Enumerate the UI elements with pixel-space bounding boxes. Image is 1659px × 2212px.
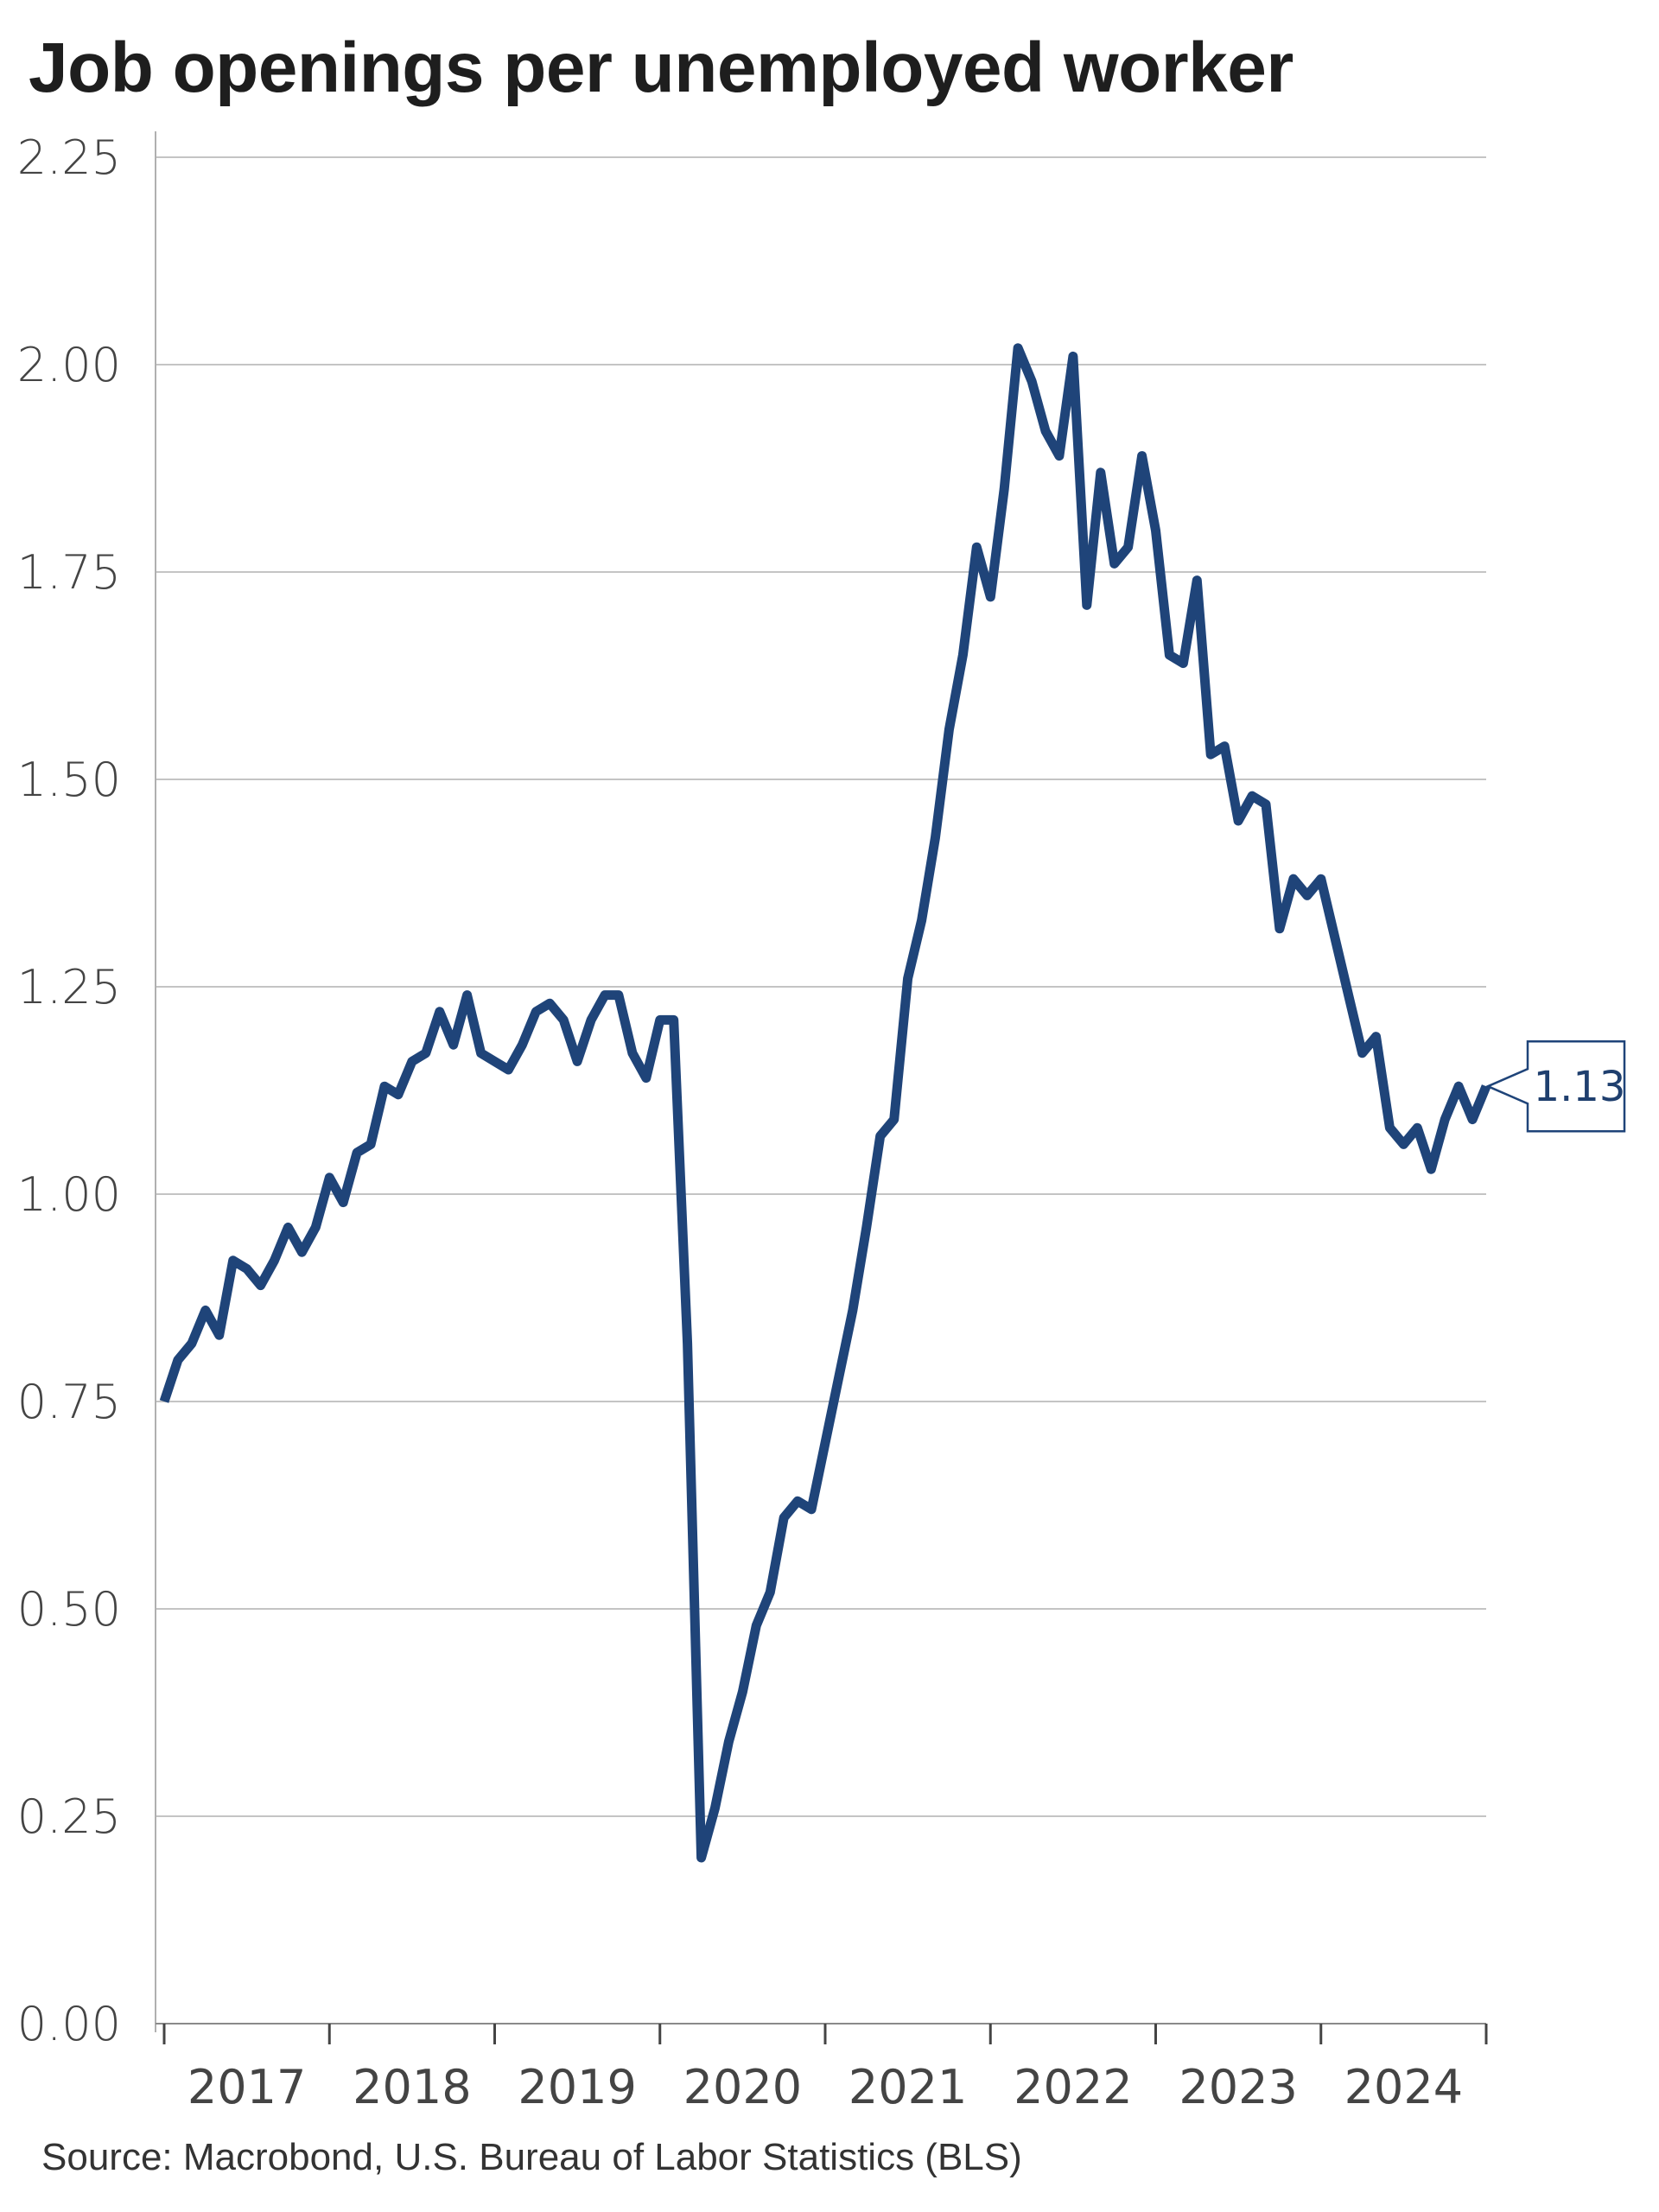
- x-tick-label: 2018: [353, 2060, 471, 2114]
- y-tick-label: 0.25: [17, 1789, 121, 1844]
- y-tick-label: 1.00: [17, 1167, 121, 1222]
- x-tick-label: 2019: [518, 2060, 636, 2114]
- y-tick-label: 1.25: [17, 960, 121, 1014]
- x-tick-label: 2022: [1014, 2060, 1132, 2114]
- gridlines: [156, 156, 1486, 1817]
- x-tick-label: 2020: [683, 2060, 802, 2114]
- source-note: Source: Macrobond, U.S. Bureau of Labor …: [41, 2136, 1022, 2178]
- y-tick-label: 0.75: [17, 1375, 121, 1429]
- y-axis-ticks: 0.00 0.25 0.50 0.75 1.00 1.25 1.50 1.75 2.00 2.25: [17, 130, 121, 2051]
- y-tick-label: 1.50: [17, 753, 121, 807]
- x-tick-label: 2024: [1344, 2060, 1463, 2114]
- x-tick-label: 2021: [849, 2060, 967, 2114]
- x-tick-label: 2023: [1179, 2060, 1297, 2114]
- y-tick-label: 2.25: [17, 130, 121, 185]
- series-line: [159, 343, 1491, 1863]
- x-axis-ticks: 2017 2018 2019 2020 2021 2022 2023 2024: [162, 2024, 1488, 2114]
- x-tick-label: 2017: [188, 2060, 306, 2114]
- y-tick-label: 0.50: [17, 1582, 121, 1637]
- y-tick-label: 0.00: [17, 1997, 121, 2051]
- last-value-callout: 1.13: [1484, 1039, 1626, 1133]
- last-value-box: [1484, 1039, 1626, 1133]
- series-group: [159, 343, 1491, 1863]
- last-value-label: 1.13: [1534, 1063, 1626, 1111]
- chart-title: Job openings per unemployed worker: [29, 29, 1294, 107]
- y-tick-label: 1.75: [17, 545, 121, 600]
- y-tick-label: 2.00: [17, 338, 121, 392]
